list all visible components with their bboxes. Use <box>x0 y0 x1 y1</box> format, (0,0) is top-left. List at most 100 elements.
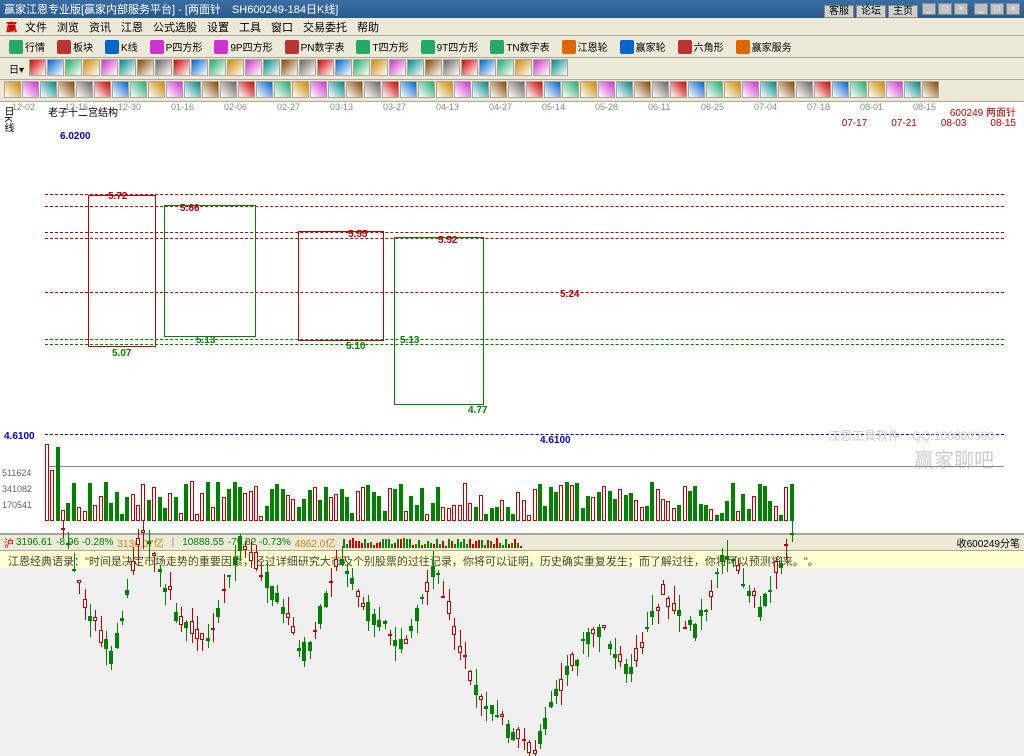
tool-icon[interactable] <box>256 81 273 98</box>
tool-icon[interactable] <box>515 59 532 76</box>
tool-icon[interactable] <box>202 81 219 98</box>
tool-icon[interactable] <box>166 81 183 98</box>
toolbar-button[interactable]: TN数字表 <box>485 37 554 56</box>
titlebar-link[interactable]: 客服 <box>824 5 854 18</box>
chart-area[interactable]: 日K线 老子十二宫结构 600249 两面针 07-1707-2108-0308… <box>0 102 1024 534</box>
menu-item[interactable]: 江恩 <box>121 22 143 34</box>
tool-icon[interactable] <box>796 81 813 98</box>
tool-icon[interactable] <box>670 81 687 98</box>
tool-icon[interactable] <box>148 81 165 98</box>
tool-icon[interactable] <box>526 81 543 98</box>
tool-icon[interactable] <box>58 81 75 98</box>
tool-icon[interactable] <box>220 81 237 98</box>
tool-icon[interactable] <box>65 59 82 76</box>
tool-icon[interactable] <box>227 59 244 76</box>
toolbar-button[interactable]: PN数字表 <box>280 37 350 56</box>
tool-icon[interactable] <box>551 59 568 76</box>
tool-icon[interactable] <box>652 81 669 98</box>
tool-icon[interactable] <box>382 81 399 98</box>
toolbar-button[interactable]: 9P四方形 <box>209 37 277 56</box>
menu-item[interactable]: 窗口 <box>271 22 293 34</box>
tool-icon[interactable] <box>724 81 741 98</box>
toolbar-button[interactable]: 行情 <box>4 37 50 56</box>
tool-icon[interactable] <box>94 81 111 98</box>
tool-icon[interactable] <box>742 81 759 98</box>
tool-icon[interactable] <box>832 81 849 98</box>
toolbar-button[interactable]: P四方形 <box>145 37 208 56</box>
tool-icon[interactable] <box>245 59 262 76</box>
toolbar-button[interactable]: 赢家服务 <box>731 37 797 56</box>
menu-item[interactable]: 设置 <box>207 22 229 34</box>
tool-icon[interactable] <box>580 81 597 98</box>
tool-icon[interactable] <box>508 81 525 98</box>
tool-icon[interactable] <box>299 59 316 76</box>
menu-item[interactable]: 工具 <box>239 22 261 34</box>
menu-item[interactable]: 资讯 <box>89 22 111 34</box>
tool-icon[interactable] <box>634 81 651 98</box>
tool-icon[interactable] <box>454 81 471 98</box>
tool-icon[interactable] <box>346 81 363 98</box>
tool-icon[interactable] <box>191 59 208 76</box>
tool-icon[interactable] <box>436 81 453 98</box>
minimize-icon[interactable]: _ <box>922 3 936 15</box>
tool-icon[interactable] <box>760 81 777 98</box>
tool-icon[interactable] <box>497 59 514 76</box>
tool-icon[interactable] <box>281 59 298 76</box>
tool-icon[interactable] <box>130 81 147 98</box>
tool-icon[interactable] <box>274 81 291 98</box>
tool-icon[interactable] <box>184 81 201 98</box>
tool-icon[interactable] <box>400 81 417 98</box>
tool-icon[interactable] <box>616 81 633 98</box>
tool-icon[interactable] <box>562 81 579 98</box>
tool-icon[interactable] <box>40 81 57 98</box>
tool-icon[interactable] <box>598 81 615 98</box>
menu-item[interactable]: 浏览 <box>57 22 79 34</box>
tool-icon[interactable] <box>688 81 705 98</box>
tool-icon[interactable] <box>22 81 39 98</box>
tool-icon[interactable] <box>335 59 352 76</box>
toolbar-button[interactable]: 六角形 <box>673 37 729 56</box>
tool-icon[interactable] <box>292 81 309 98</box>
titlebar-link[interactable]: 主页 <box>888 5 918 18</box>
period-day-button[interactable]: 日▾ <box>4 59 29 78</box>
toolbar-button[interactable]: 赢家轮 <box>615 37 671 56</box>
tool-icon[interactable] <box>533 59 550 76</box>
tool-icon[interactable] <box>706 81 723 98</box>
tool-icon[interactable] <box>353 59 370 76</box>
titlebar-link[interactable]: 论坛 <box>856 5 886 18</box>
tool-icon[interactable] <box>814 81 831 98</box>
tool-icon[interactable] <box>4 81 21 98</box>
tool-icon[interactable] <box>904 81 921 98</box>
tool-icon[interactable] <box>101 59 118 76</box>
tool-icon[interactable] <box>76 81 93 98</box>
tool-icon[interactable] <box>137 59 154 76</box>
tool-icon[interactable] <box>418 81 435 98</box>
menu-item[interactable]: 文件 <box>25 22 47 34</box>
toolbar-button[interactable]: 板块 <box>52 37 98 56</box>
tool-icon[interactable] <box>544 81 561 98</box>
maximize-icon[interactable]: □ <box>938 3 952 15</box>
tool-icon[interactable] <box>479 59 496 76</box>
tool-icon[interactable] <box>155 59 172 76</box>
tool-icon[interactable] <box>389 59 406 76</box>
menu-item[interactable]: 帮助 <box>357 22 379 34</box>
tool-icon[interactable] <box>209 59 226 76</box>
tool-icon[interactable] <box>47 59 64 76</box>
child-maximize-icon[interactable]: □ <box>990 3 1004 15</box>
tool-icon[interactable] <box>425 59 442 76</box>
tool-icon[interactable] <box>310 81 327 98</box>
close-icon[interactable]: × <box>954 3 968 15</box>
tool-icon[interactable] <box>371 59 388 76</box>
toolbar-button[interactable]: 9T四方形 <box>416 37 484 56</box>
tool-icon[interactable] <box>886 81 903 98</box>
tool-icon[interactable] <box>238 81 255 98</box>
menu-item[interactable]: 交易委托 <box>303 22 347 34</box>
tool-icon[interactable] <box>119 59 136 76</box>
tool-icon[interactable] <box>472 81 489 98</box>
tool-icon[interactable] <box>778 81 795 98</box>
tool-icon[interactable] <box>112 81 129 98</box>
tool-icon[interactable] <box>263 59 280 76</box>
tool-icon[interactable] <box>407 59 424 76</box>
tool-icon[interactable] <box>461 59 478 76</box>
tool-icon[interactable] <box>317 59 334 76</box>
